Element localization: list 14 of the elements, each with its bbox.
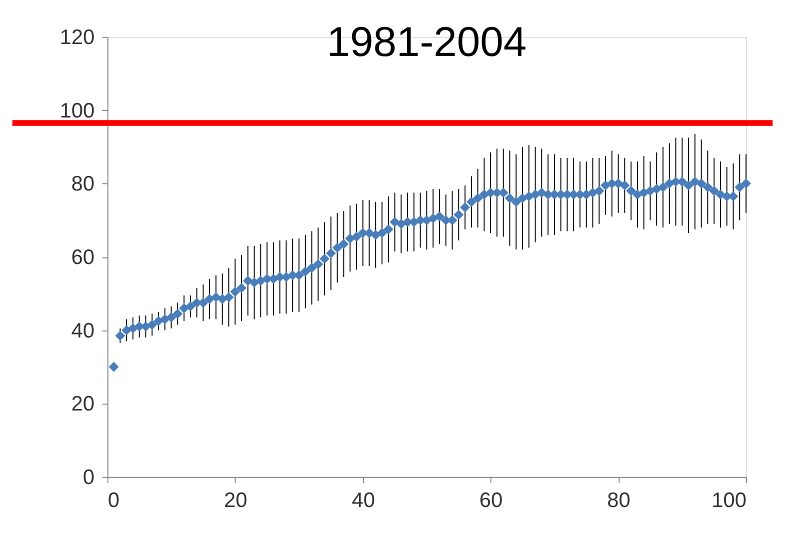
x-tick-label: 100 (712, 488, 747, 512)
y-tick-label: 40 (71, 319, 95, 342)
y-tick-label: 60 (71, 246, 95, 269)
y-tick-label: 20 (71, 392, 95, 416)
x-tick-label: 40 (352, 488, 375, 512)
y-tick-label: 80 (71, 172, 95, 196)
y-tick-label: 100 (60, 99, 95, 122)
x-tick-label: 20 (224, 488, 248, 512)
x-tick-label: 60 (479, 488, 503, 512)
y-tick-label: 120 (60, 26, 95, 49)
chart-title: 1981-2004 (326, 18, 527, 65)
y-tick-label: 0 (82, 466, 95, 490)
x-tick-label: 80 (607, 488, 630, 512)
x-tick-label: 0 (108, 488, 120, 512)
